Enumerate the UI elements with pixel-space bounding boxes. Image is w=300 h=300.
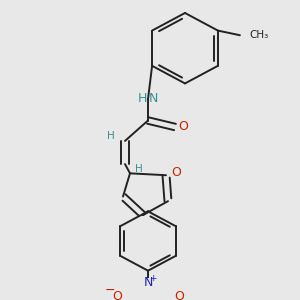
Text: −: − <box>105 284 115 297</box>
Text: CH₃: CH₃ <box>249 30 268 40</box>
Text: N: N <box>148 92 158 105</box>
Text: O: O <box>112 290 122 300</box>
Text: H: H <box>137 92 147 105</box>
Text: H: H <box>107 131 115 141</box>
Text: +: + <box>149 274 157 283</box>
Text: H: H <box>135 164 143 174</box>
Text: O: O <box>171 166 181 179</box>
Text: O: O <box>174 290 184 300</box>
Text: O: O <box>178 121 188 134</box>
Text: N: N <box>143 276 153 289</box>
